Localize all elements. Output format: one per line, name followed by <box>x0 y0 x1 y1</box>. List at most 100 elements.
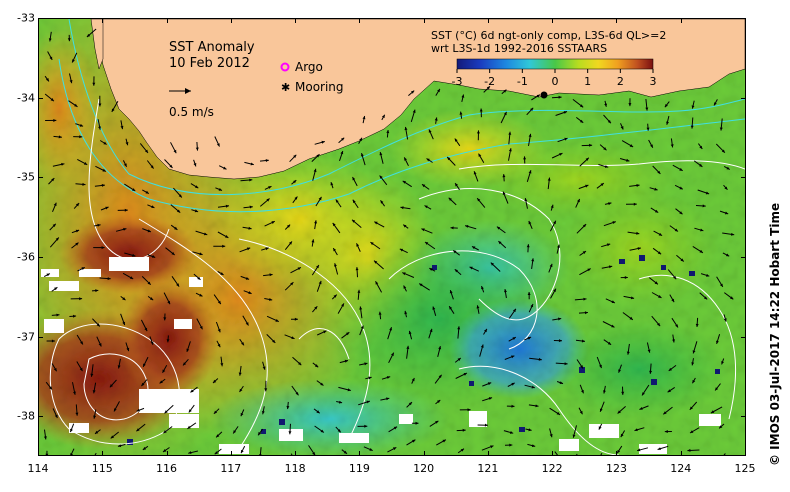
current-arrowhead <box>67 38 71 42</box>
current-arrowhead <box>199 293 203 297</box>
current-arrowhead <box>79 367 83 372</box>
current-arrowhead <box>674 228 678 232</box>
current-arrowhead <box>719 425 723 429</box>
current-arrowhead <box>240 412 244 417</box>
x-tick-mark <box>166 451 168 456</box>
current-arrowhead <box>151 205 155 208</box>
current-arrowhead <box>449 306 453 310</box>
current-arrowhead <box>368 376 372 380</box>
current-arrowhead <box>136 428 140 432</box>
current-arrowhead <box>147 229 151 233</box>
current-arrowhead <box>699 249 703 253</box>
current-arrowhead <box>599 408 603 412</box>
current-arrowhead <box>668 367 672 371</box>
current-arrowhead <box>577 199 580 203</box>
current-arrowhead <box>530 107 534 111</box>
current-arrowhead <box>528 133 532 137</box>
current-arrowhead <box>702 204 706 208</box>
current-arrowhead <box>90 373 94 377</box>
current-arrowhead <box>343 450 347 454</box>
mooring-label: Mooring <box>295 80 344 94</box>
current-arrowhead <box>132 188 136 191</box>
current-arrowhead <box>559 381 563 384</box>
current-arrowhead <box>164 410 168 414</box>
current-arrowhead <box>479 108 483 112</box>
current-arrowhead <box>658 295 662 298</box>
current-arrowhead <box>486 86 490 90</box>
current-arrowhead <box>183 362 187 366</box>
current-arrowhead <box>330 182 334 186</box>
current-arrowhead <box>585 157 589 161</box>
current-arrowhead <box>117 365 121 369</box>
current-arrowhead <box>122 297 126 301</box>
current-arrowhead <box>629 144 634 147</box>
current-arrowhead <box>313 168 317 173</box>
current-arrowhead <box>639 407 643 410</box>
x-tick-mark <box>423 18 425 23</box>
current-arrowhead <box>550 204 554 208</box>
current-arrowhead <box>220 272 224 275</box>
current-arrowhead <box>650 144 653 148</box>
current-arrowhead <box>272 339 276 343</box>
current-arrowhead <box>667 389 671 393</box>
colorbar-tick-label: -2 <box>484 75 495 88</box>
current-arrowhead <box>549 434 553 438</box>
current-arrowhead <box>92 82 96 86</box>
current-arrowhead <box>467 408 471 412</box>
current-arrowhead <box>314 364 319 368</box>
current-arrowhead <box>386 376 391 379</box>
current-arrowhead <box>265 247 269 251</box>
colorbar-tick-label: 3 <box>650 75 657 88</box>
x-tick-mark <box>166 18 168 23</box>
current-arrowhead <box>531 444 536 448</box>
y-tick-mark <box>38 336 43 338</box>
current-arrowhead <box>511 404 515 408</box>
current-arrowhead <box>43 436 47 440</box>
colorbar-tick-label: 1 <box>584 75 591 88</box>
shelf-contour <box>68 19 745 196</box>
current-arrowhead <box>559 153 563 156</box>
current-arrowhead <box>447 157 451 161</box>
current-arrowhead <box>481 286 484 290</box>
current-arrowhead <box>141 382 145 387</box>
current-arrowhead <box>193 163 197 167</box>
legend-argo: Argo <box>280 60 323 74</box>
current-arrowhead <box>163 449 167 452</box>
current-arrowhead <box>579 410 583 415</box>
current-arrowhead <box>488 397 493 400</box>
current-arrowhead <box>194 209 199 213</box>
current-arrowhead <box>512 308 516 313</box>
x-tick-label: 115 <box>91 462 113 475</box>
current-arrowhead <box>553 288 556 292</box>
current-arrowhead <box>528 170 532 174</box>
argo-label: Argo <box>295 60 323 74</box>
x-tick-mark <box>38 18 39 23</box>
current-arrowhead <box>526 244 530 248</box>
current-arrowhead <box>530 304 534 308</box>
current-arrowhead <box>692 350 696 354</box>
x-tick-mark <box>552 451 554 456</box>
current-arrowhead <box>264 388 268 392</box>
current-arrowhead <box>124 208 128 212</box>
y-tick-mark <box>741 336 746 338</box>
colorbar-tick-label: -1 <box>517 75 528 88</box>
current-arrowhead <box>705 191 710 195</box>
current-arrowhead <box>54 287 58 291</box>
current-arrowhead <box>666 121 669 125</box>
current-arrowhead <box>607 120 611 124</box>
current-arrowhead <box>289 241 292 245</box>
current-arrowhead <box>429 268 433 271</box>
current-arrowhead <box>612 221 616 224</box>
current-arrowhead <box>671 298 675 303</box>
current-arrowhead <box>362 116 366 120</box>
colorbar-tick-label: -3 <box>452 75 463 88</box>
current-arrowhead <box>195 185 199 189</box>
current-arrowhead <box>147 281 151 285</box>
current-arrowhead <box>83 162 88 165</box>
current-arrowhead <box>269 273 273 277</box>
current-arrowhead <box>73 391 76 395</box>
current-arrowhead <box>617 410 621 414</box>
current-arrowhead <box>217 328 221 333</box>
current-arrowhead <box>249 205 253 209</box>
current-arrowhead <box>120 125 124 130</box>
